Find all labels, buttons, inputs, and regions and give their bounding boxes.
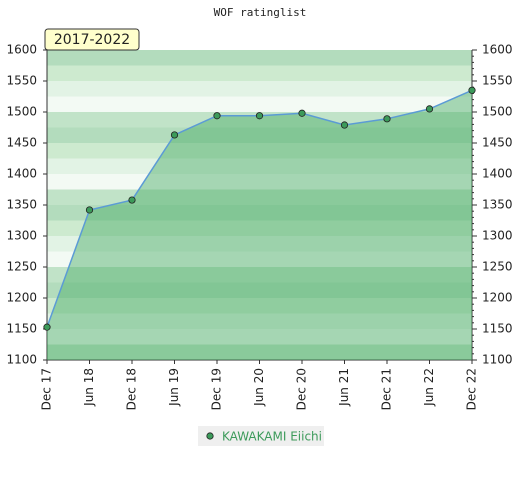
x-tick-label: Jun 19 — [167, 368, 181, 407]
y2-tick-label: 1300 — [482, 229, 513, 243]
y-tick-label: 1600 — [6, 43, 37, 57]
annotation-box — [44, 28, 140, 51]
x-tick-label: Jun 18 — [82, 368, 96, 407]
stripe — [47, 267, 472, 283]
marker — [85, 206, 94, 214]
marker — [383, 115, 391, 123]
marker — [213, 112, 221, 120]
marker — [128, 196, 136, 204]
stripe — [47, 174, 472, 190]
chart-title: WOF ratinglist — [214, 6, 307, 19]
y-tick-label: 1550 — [6, 74, 37, 88]
stripe — [47, 143, 472, 159]
legend-box — [198, 426, 324, 446]
stripe — [47, 282, 472, 299]
stripe — [47, 313, 472, 330]
stripe — [47, 344, 472, 361]
x-tick-label: Dec 18 — [125, 368, 139, 410]
marker — [255, 112, 264, 120]
stripe — [47, 236, 472, 252]
x-tick-label: Dec 22 — [465, 368, 479, 410]
stripe — [47, 329, 472, 345]
stripe — [47, 220, 472, 237]
y2-tick-label: 1500 — [482, 105, 513, 119]
marker — [468, 86, 476, 94]
marker — [298, 109, 306, 117]
marker — [340, 121, 349, 129]
marker — [170, 131, 179, 139]
x-tick-label: Jun 22 — [422, 368, 436, 407]
y-tick-label: 1450 — [6, 136, 37, 150]
y2-tick-label: 1350 — [482, 198, 513, 212]
y2-tick-label: 1200 — [482, 291, 513, 305]
y-tick-label: 1350 — [6, 198, 37, 212]
stripe — [47, 298, 472, 314]
x-tick-label: Dec 17 — [40, 368, 54, 410]
y2-tick-label: 1100 — [482, 353, 513, 367]
y-tick-label: 1200 — [6, 291, 37, 305]
stripe — [47, 112, 472, 128]
stripe — [47, 65, 472, 82]
x-tick-label: Jun 20 — [252, 368, 266, 407]
stripe — [47, 81, 472, 97]
stripe — [47, 189, 472, 206]
x-tick-label: Jun 21 — [337, 368, 351, 407]
y2-tick-label: 1450 — [482, 136, 513, 150]
y-tick-label: 1400 — [6, 167, 37, 181]
y2-tick-label: 1600 — [482, 43, 513, 57]
stripe — [47, 251, 472, 268]
annotation: 2017-2022 — [54, 32, 130, 48]
marker — [43, 323, 51, 331]
stripe — [47, 96, 472, 113]
plot-background — [47, 50, 472, 361]
y2-tick-label: 1150 — [482, 322, 513, 336]
legend-label: KAWAKAMI Eiichi — [222, 430, 322, 444]
y2-tick-label: 1550 — [482, 74, 513, 88]
y-tick-label: 1250 — [6, 260, 37, 274]
y2-tick-label: 1400 — [482, 167, 513, 181]
x-tick-label: Dec 21 — [380, 368, 394, 410]
y2-tick-label: 1250 — [482, 260, 513, 274]
stripe — [47, 50, 472, 66]
y-tick-label: 1300 — [6, 229, 37, 243]
y-tick-label: 1500 — [6, 105, 37, 119]
area — [47, 90, 472, 361]
marker — [425, 105, 434, 113]
stripe — [47, 205, 472, 221]
x-tick-label: Dec 19 — [210, 368, 224, 410]
x-tick-label: Dec 20 — [295, 368, 309, 410]
y-tick-label: 1150 — [6, 322, 37, 336]
stripe — [47, 158, 472, 175]
stripe — [47, 127, 472, 144]
y-tick-label: 1100 — [6, 353, 37, 367]
legend-marker — [206, 432, 214, 440]
